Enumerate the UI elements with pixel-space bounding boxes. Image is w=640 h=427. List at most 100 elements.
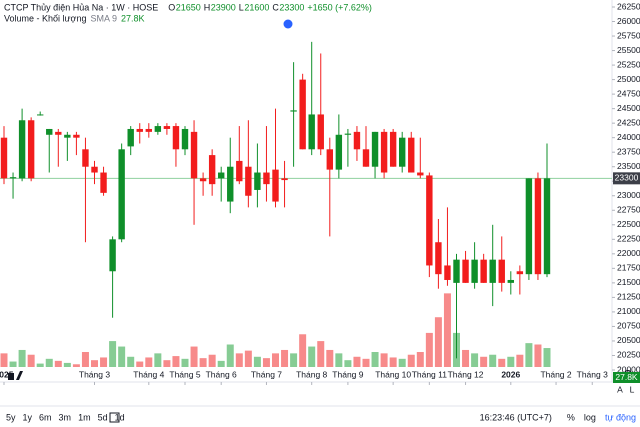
ohlc-value: 21600 bbox=[244, 2, 269, 12]
candle-body bbox=[525, 178, 533, 275]
scale-option[interactable]: log bbox=[584, 412, 596, 422]
volume-bar bbox=[471, 353, 479, 367]
range-button[interactable]: 1m bbox=[78, 412, 91, 422]
candle-body bbox=[290, 110, 297, 112]
event-marker[interactable] bbox=[283, 19, 293, 29]
calendar-icon[interactable] bbox=[109, 412, 120, 423]
volume-bar bbox=[145, 357, 153, 367]
candle-body bbox=[471, 259, 478, 283]
volume-bar bbox=[217, 360, 225, 367]
candle-body bbox=[145, 128, 152, 132]
volume-bar bbox=[534, 344, 542, 367]
candle-body bbox=[426, 175, 433, 266]
candle-body bbox=[118, 149, 125, 240]
candle-body bbox=[91, 166, 98, 173]
candle-body bbox=[380, 131, 388, 173]
volume-bar bbox=[317, 341, 325, 367]
volume-bar bbox=[425, 332, 433, 367]
y-tick-label: 24750 bbox=[617, 88, 640, 98]
candle-body bbox=[308, 114, 315, 150]
candle-body bbox=[55, 131, 62, 135]
candle-body bbox=[462, 259, 469, 283]
candle-body bbox=[27, 120, 35, 179]
range-button[interactable]: 1d bbox=[115, 412, 125, 422]
volume-tag bbox=[613, 372, 640, 383]
volume-bar bbox=[389, 357, 397, 367]
volume-bar bbox=[63, 362, 71, 367]
y-tick-label: 25250 bbox=[617, 59, 640, 69]
volume-bar bbox=[498, 358, 506, 367]
candle-body bbox=[0, 137, 8, 179]
volume-bar bbox=[398, 358, 406, 367]
volume-bar bbox=[253, 356, 261, 367]
volume-bar bbox=[18, 349, 26, 367]
y-tick-label: 22250 bbox=[617, 234, 640, 244]
volume-bar bbox=[9, 361, 17, 367]
candle-body bbox=[172, 126, 180, 150]
candle-body bbox=[326, 149, 333, 170]
range-button[interactable]: 6m bbox=[39, 412, 52, 422]
x-tick-label: Tháng 10 bbox=[375, 369, 411, 379]
volume-bar bbox=[100, 357, 108, 367]
candle-body bbox=[245, 166, 252, 196]
scale-option[interactable]: % bbox=[567, 412, 575, 422]
volume-bar bbox=[54, 360, 62, 367]
volume-bar bbox=[36, 363, 44, 367]
x-tick-label: Tháng 3 bbox=[577, 369, 608, 379]
last-price-tag bbox=[613, 172, 640, 185]
volume-bar bbox=[244, 350, 252, 367]
range-button[interactable]: 5d bbox=[98, 412, 108, 422]
x-tick-label: Tháng 12 bbox=[448, 369, 484, 379]
y-tick-label: 21500 bbox=[617, 277, 640, 287]
candle-body bbox=[218, 172, 225, 179]
y-tick-label: 24500 bbox=[617, 103, 640, 113]
y-tick-label: 22000 bbox=[617, 248, 640, 258]
candle-body bbox=[136, 128, 143, 132]
candle-body bbox=[417, 172, 424, 176]
volume-legend-name: Volume - Khối lượng bbox=[4, 13, 86, 23]
volume-bar bbox=[335, 353, 343, 367]
candle-body bbox=[507, 279, 514, 283]
y-tick-label: 25500 bbox=[617, 45, 640, 55]
x-tick-label: Tháng 7 bbox=[251, 369, 282, 379]
candle-body bbox=[227, 166, 234, 202]
volume-bar bbox=[72, 364, 80, 367]
candle-body bbox=[9, 177, 17, 179]
ohlc-key: L bbox=[239, 2, 244, 12]
candle-body bbox=[127, 128, 134, 147]
y-tick-label: 24250 bbox=[617, 117, 640, 127]
axis-button[interactable]: A bbox=[617, 384, 623, 394]
candle-body bbox=[190, 131, 198, 179]
axis-button[interactable]: L bbox=[630, 384, 635, 394]
volume-bar bbox=[81, 352, 89, 367]
candle-body bbox=[236, 160, 243, 182]
candle-body bbox=[516, 271, 524, 275]
volume-bar bbox=[353, 356, 361, 367]
volume-bar bbox=[462, 349, 470, 367]
volume-bar bbox=[226, 344, 234, 367]
volume-bar bbox=[181, 358, 189, 367]
range-button[interactable]: 5y bbox=[6, 412, 16, 422]
volume-bar bbox=[443, 293, 451, 367]
x-tick-label: Tháng 11 bbox=[412, 369, 448, 379]
range-button[interactable]: 3m bbox=[59, 412, 72, 422]
volume-bar bbox=[371, 352, 379, 367]
volume-bar bbox=[163, 360, 171, 367]
candle-body bbox=[498, 259, 505, 283]
candle-body bbox=[534, 178, 542, 275]
candle-body bbox=[543, 178, 551, 275]
candle-body bbox=[444, 265, 451, 280]
candle-body bbox=[263, 172, 270, 185]
volume-bar bbox=[190, 346, 198, 367]
candle-body bbox=[408, 137, 415, 173]
tv-logo bbox=[8, 371, 23, 380]
x-tick-label: 2025 bbox=[0, 369, 14, 379]
range-button[interactable]: 1y bbox=[23, 412, 33, 422]
scale-option[interactable]: tự động bbox=[605, 412, 636, 422]
candle-body bbox=[154, 126, 162, 132]
ohlc-value: 23300 bbox=[279, 2, 304, 12]
volume-bar bbox=[109, 341, 117, 367]
candle-body bbox=[281, 178, 288, 181]
candle-body bbox=[453, 259, 460, 283]
